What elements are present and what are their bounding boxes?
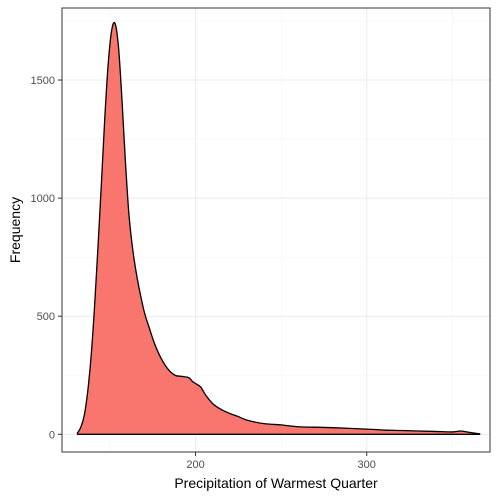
x-tick-label: 300 [358, 459, 376, 471]
y-tick-label: 0 [49, 429, 55, 441]
x-axis-title: Precipitation of Warmest Quarter [174, 475, 378, 491]
y-tick-label: 1500 [31, 75, 55, 87]
density-area [76, 21, 481, 435]
panel-border [61, 7, 491, 453]
y-tick-label: 1000 [31, 193, 55, 205]
y-axis-title: Frequency [7, 197, 23, 263]
density-series [76, 21, 481, 435]
y-tick-label: 500 [37, 311, 55, 323]
x-tick-label: 200 [186, 459, 204, 471]
axes: 0 500 1000 1500 200 300 [31, 75, 376, 471]
